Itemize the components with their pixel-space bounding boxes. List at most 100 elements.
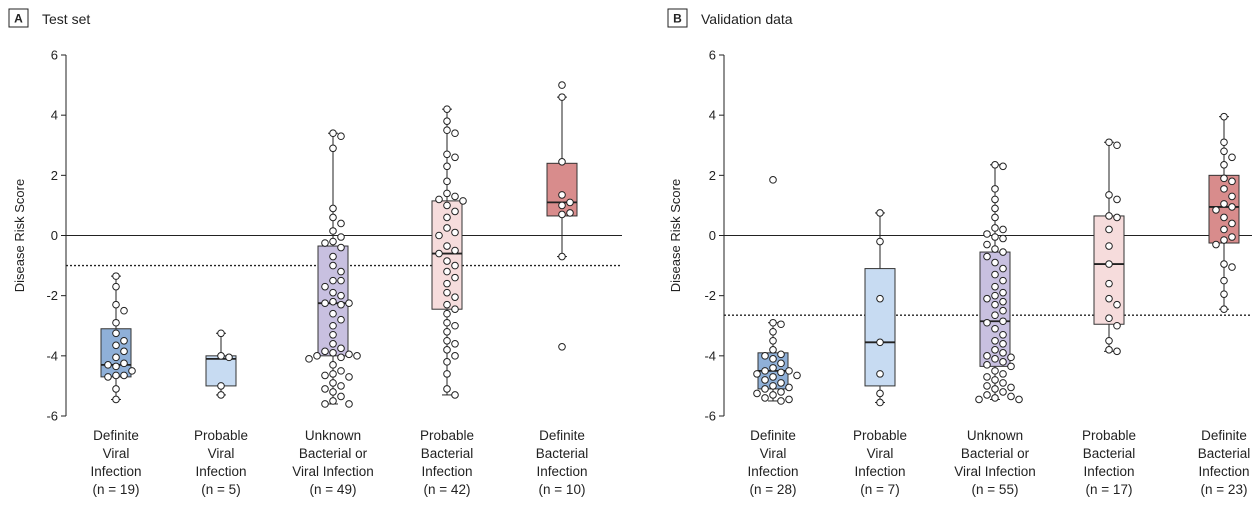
category-label: Viral Infection: [292, 464, 374, 479]
data-point: [321, 385, 329, 393]
data-point: [329, 261, 337, 270]
data-point: [991, 311, 999, 320]
y-axis-label: Disease Risk Score: [668, 179, 683, 292]
data-point: [1220, 276, 1228, 285]
data-point: [443, 117, 451, 125]
category-label: Infection: [90, 464, 141, 479]
y-tick-label: 4: [51, 108, 58, 123]
data-point: [1105, 138, 1113, 147]
data-point: [443, 201, 451, 210]
data-point: [329, 388, 337, 396]
data-point: [991, 245, 999, 253]
data-point: [1105, 314, 1113, 323]
data-point: [1105, 294, 1113, 303]
category-label: Definite: [750, 428, 796, 443]
data-point: [321, 282, 329, 291]
data-point: [999, 288, 1007, 297]
data-point: [443, 257, 451, 265]
data-point: [558, 252, 566, 261]
data-point: [999, 306, 1007, 315]
data-point: [313, 352, 321, 360]
data-point: [1228, 203, 1236, 211]
y-tick-label: -4: [704, 348, 716, 363]
data-point: [451, 340, 459, 348]
chart-panel-a: A Test set 6 4 2 0 -2 -4 -6 Disease Risk Score Def…: [8, 8, 622, 497]
data-point: [112, 318, 120, 327]
data-point: [1007, 362, 1015, 371]
y-tick-label: -2: [46, 288, 58, 303]
data-point: [991, 324, 999, 333]
data-point: [128, 367, 136, 375]
data-point: [566, 198, 574, 207]
category-label: (n = 19): [93, 482, 140, 497]
y-axis-label: Disease Risk Score: [12, 179, 27, 292]
data-point: [443, 358, 451, 366]
data-point: [345, 400, 353, 408]
data-point: [337, 132, 345, 141]
category-label: Unknown: [967, 428, 1023, 443]
data-point: [558, 81, 566, 89]
data-point: [104, 373, 112, 381]
data-point: [983, 318, 991, 327]
data-point: [769, 176, 777, 184]
data-point: [329, 227, 337, 235]
data-point: [337, 267, 345, 276]
data-point: [217, 391, 225, 399]
y-tick-label: -6: [704, 409, 716, 424]
data-point: [566, 209, 574, 217]
data-point: [753, 370, 761, 378]
data-point: [983, 352, 991, 360]
data-point: [120, 359, 128, 368]
data-point: [999, 349, 1007, 357]
data-point: [1105, 212, 1113, 220]
data-point: [777, 350, 785, 359]
panel-title: Validation data: [701, 11, 793, 27]
data-point: [112, 353, 120, 362]
data-point: [558, 210, 566, 219]
category-group: [1093, 138, 1125, 356]
y-tick-label: 0: [51, 228, 58, 243]
category-label: Definite: [1201, 428, 1247, 443]
data-point: [459, 197, 467, 205]
data-point: [1220, 236, 1228, 244]
data-point: [443, 327, 451, 336]
data-point: [777, 359, 785, 368]
data-point: [876, 294, 884, 303]
data-point: [329, 370, 337, 378]
category-label: (n = 10): [539, 482, 586, 497]
data-point: [112, 385, 120, 393]
data-point: [991, 376, 999, 384]
data-point: [443, 336, 451, 345]
data-point: [983, 391, 991, 399]
category-label: Infection: [854, 464, 905, 479]
data-point: [443, 162, 451, 171]
category-label: Definite: [539, 428, 585, 443]
data-point: [1105, 191, 1113, 199]
data-point: [112, 371, 120, 380]
data-point: [769, 318, 777, 327]
data-point: [451, 261, 459, 270]
category-label: Bacterial or: [961, 446, 1030, 461]
category-label: (n = 23): [1201, 482, 1248, 497]
iqr-box: [205, 355, 237, 387]
data-point: [329, 288, 337, 297]
data-point: [443, 346, 451, 354]
data-point: [451, 321, 459, 330]
category-label: (n = 17): [1086, 482, 1133, 497]
data-point: [999, 317, 1007, 326]
data-point: [1220, 260, 1228, 268]
data-point: [1220, 161, 1228, 169]
data-point: [999, 225, 1007, 234]
category-label: Viral: [103, 446, 130, 461]
category-group: [753, 176, 801, 405]
data-point: [112, 341, 120, 350]
data-point: [451, 207, 459, 216]
data-point: [991, 161, 999, 169]
data-point: [558, 343, 566, 351]
category-label: Infection: [421, 464, 472, 479]
chart-panel-b: B Validation data 6 4 2 0 -2 -4 -6 Disease Risk S…: [667, 8, 1252, 497]
data-point: [991, 258, 999, 267]
data-point: [876, 389, 884, 398]
data-point: [443, 318, 451, 327]
data-point: [558, 201, 566, 210]
